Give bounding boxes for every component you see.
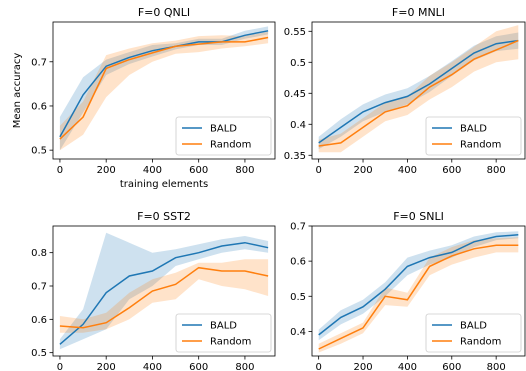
legend-label-0: BALD: [460, 124, 487, 135]
legend-box: [175, 116, 272, 156]
series-line-1: [59, 266, 269, 329]
chart-panel-3: 0 200 400 600 800 0.4 0.5 0.6 0.7 F=0 SNLI BALD Ran…: [290, 210, 526, 371]
y-tick-label: 0.4: [290, 327, 306, 338]
y-tick-label: 0.5: [31, 146, 47, 157]
y-tick-label: 0.55: [284, 27, 306, 38]
legend-box: [175, 313, 272, 353]
chart-title: F=0 SNLI: [393, 210, 444, 223]
x-tick-label: 0: [57, 165, 63, 176]
x-tick-label: 400: [143, 165, 162, 176]
chart-title: F=0 MNLI: [392, 6, 445, 19]
y-tick-label: 0.7: [31, 57, 47, 68]
x-axis-label: training elements: [120, 179, 208, 190]
legend-label-0: BALD: [210, 321, 237, 332]
x-tick-label: 600: [442, 362, 461, 371]
y-tick-label: 0.35: [284, 151, 306, 162]
y-tick-label: 0.45: [284, 89, 306, 100]
legend-label-0: BALD: [210, 124, 237, 135]
chart-panel-1: 0 200 400 600 800 0.35 0.4 0.45 0.5 0.55 F=0 MNLI B…: [284, 6, 526, 176]
legend: BALD Random: [425, 313, 522, 353]
series-line-1: [318, 39, 519, 147]
plot-frame: [311, 21, 526, 160]
legend: BALD Random: [425, 116, 522, 156]
x-tick-label: 800: [487, 165, 506, 176]
band-0: [59, 26, 269, 151]
series-line-0: [318, 234, 519, 336]
legend-label-1: Random: [460, 140, 501, 151]
legend: BALD Random: [175, 313, 272, 353]
y-axis-label: Mean accuracy: [12, 53, 23, 129]
series-line-0: [318, 39, 519, 144]
y-tick-label: 0.7: [31, 282, 47, 293]
y-tick-label: 0.7: [290, 222, 306, 233]
legend-box: [425, 313, 522, 353]
x-tick-label: 200: [97, 165, 116, 176]
band-1: [318, 237, 519, 353]
legend: BALD Random: [175, 116, 272, 156]
chart-title: F=0 SST2: [137, 210, 191, 223]
x-tick-label: 0: [57, 362, 63, 371]
y-tick-label: 0.4: [290, 120, 306, 131]
x-tick-label: 600: [442, 165, 461, 176]
series-line-0: [59, 30, 269, 138]
series-line-0: [59, 241, 269, 345]
series-line-1: [318, 244, 519, 350]
series-line-1: [59, 36, 269, 140]
y-tick-label: 0.5: [290, 58, 306, 69]
y-tick-label: 0.6: [290, 257, 306, 268]
legend-label-1: Random: [460, 337, 501, 348]
band-1: [59, 31, 269, 151]
x-tick-label: 200: [353, 362, 372, 371]
x-tick-label: 600: [189, 165, 208, 176]
x-tick-label: 0: [315, 165, 321, 176]
x-tick-label: 400: [398, 165, 417, 176]
y-tick-label: 0.5: [290, 292, 306, 303]
y-tick-label: 0.6: [31, 315, 47, 326]
x-tick-label: 200: [353, 165, 372, 176]
y-tick-label: 0.5: [31, 348, 47, 359]
legend-box: [425, 116, 522, 156]
plot-frame: [52, 225, 276, 357]
plot-frame: [52, 21, 276, 160]
chart-panel-0: 0 200 400 600 800 0.5 0.6 0.7 F=0 QNLI training e…: [12, 6, 276, 190]
y-tick-label: 0.8: [31, 248, 47, 259]
x-tick-label: 400: [143, 362, 162, 371]
chart-panel-2: 0 200 400 600 800 0.5 0.6 0.7 0.8 F=0 SST2 BALD Ran…: [31, 210, 276, 371]
band-0: [59, 232, 269, 350]
legend-label-0: BALD: [460, 321, 487, 332]
x-tick-label: 0: [315, 362, 321, 371]
legend-label-1: Random: [210, 337, 251, 348]
x-tick-label: 800: [235, 165, 254, 176]
x-tick-label: 800: [235, 362, 254, 371]
band-1: [59, 259, 269, 333]
plot-frame: [311, 225, 526, 357]
x-tick-label: 800: [487, 362, 506, 371]
x-tick-label: 400: [398, 362, 417, 371]
legend-label-1: Random: [210, 140, 251, 151]
y-tick-label: 0.6: [31, 101, 47, 112]
x-tick-label: 200: [97, 362, 116, 371]
x-tick-label: 600: [189, 362, 208, 371]
chart-title: F=0 QNLI: [138, 6, 190, 19]
